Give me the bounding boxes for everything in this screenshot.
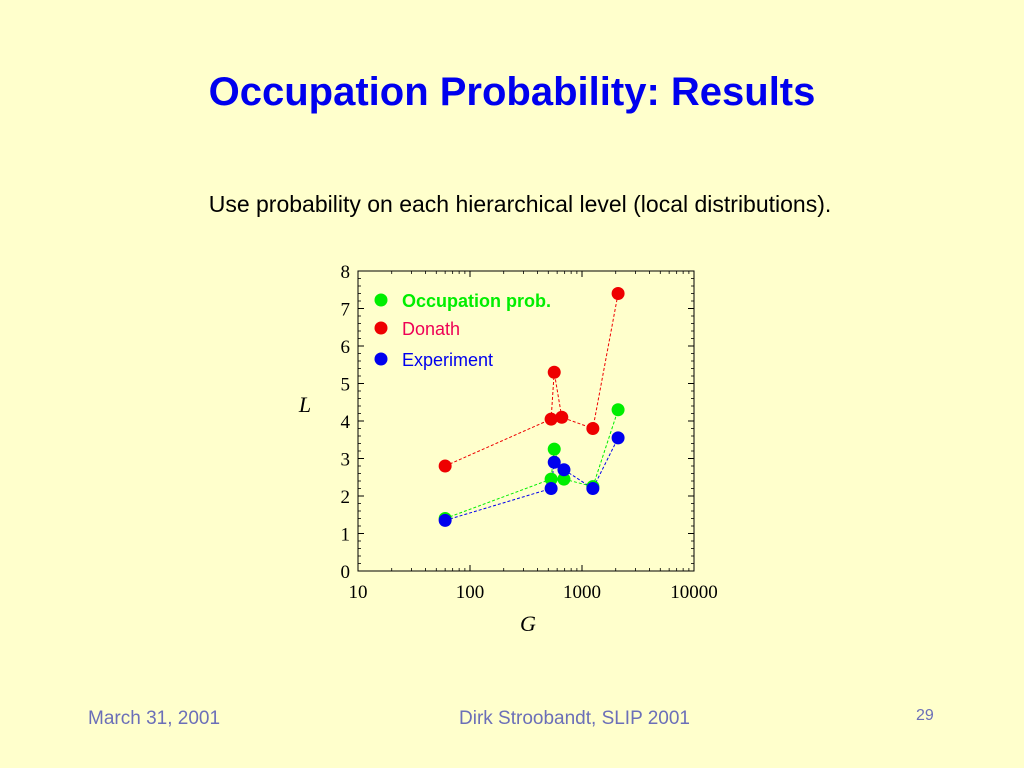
data-point (544, 472, 558, 486)
x-tick-label: 100 (456, 582, 485, 603)
data-point (547, 365, 561, 379)
data-point (557, 472, 571, 486)
plot-frame (357, 270, 695, 572)
y-tick-label: 7 (341, 300, 351, 321)
x-tick-label: 10000 (670, 582, 718, 603)
series-line (445, 437, 619, 521)
legend-marker (374, 293, 388, 307)
y-tick-label: 0 (341, 562, 351, 583)
legend-marker (374, 352, 388, 366)
data-point (611, 287, 625, 300)
y-axis-label: L (298, 392, 311, 417)
data-point (438, 459, 452, 473)
data-point (586, 482, 600, 495)
y-tick-label: 6 (341, 337, 351, 358)
legend-label: Donath (402, 319, 460, 339)
legend-label: Experiment (402, 350, 493, 370)
page-number: 29 (916, 707, 934, 724)
slide-title: Occupation Probability: Results (208, 70, 816, 114)
y-tick-label: 2 (341, 487, 351, 508)
y-tick-label: 4 (341, 412, 351, 433)
data-point (586, 422, 600, 435)
x-tick-label: 10 (349, 582, 368, 603)
x-tick-label: 1000 (563, 582, 601, 603)
y-tick-label: 3 (341, 450, 351, 471)
y-tick-label: 5 (341, 375, 351, 396)
y-tick-label: 8 (341, 262, 351, 283)
y-tick-label: 1 (341, 525, 351, 546)
footer-date: March 31, 2001 (88, 708, 221, 729)
slide-subtitle: Use probability on each hierarchical lev… (208, 191, 832, 217)
data-point (555, 410, 569, 424)
data-point (547, 442, 561, 456)
legend-marker (374, 321, 388, 335)
data-point (544, 412, 558, 426)
data-point (557, 463, 571, 477)
data-point (544, 482, 558, 495)
series-line (444, 293, 619, 467)
x-axis-label: G (520, 611, 536, 636)
data-point (611, 431, 625, 445)
footer-author: Dirk Stroobandt, SLIP 2001 (459, 708, 690, 729)
data-point (547, 455, 561, 469)
legend-label: Occupation prob. (402, 291, 551, 311)
data-point (611, 403, 625, 417)
data-point (438, 513, 452, 527)
